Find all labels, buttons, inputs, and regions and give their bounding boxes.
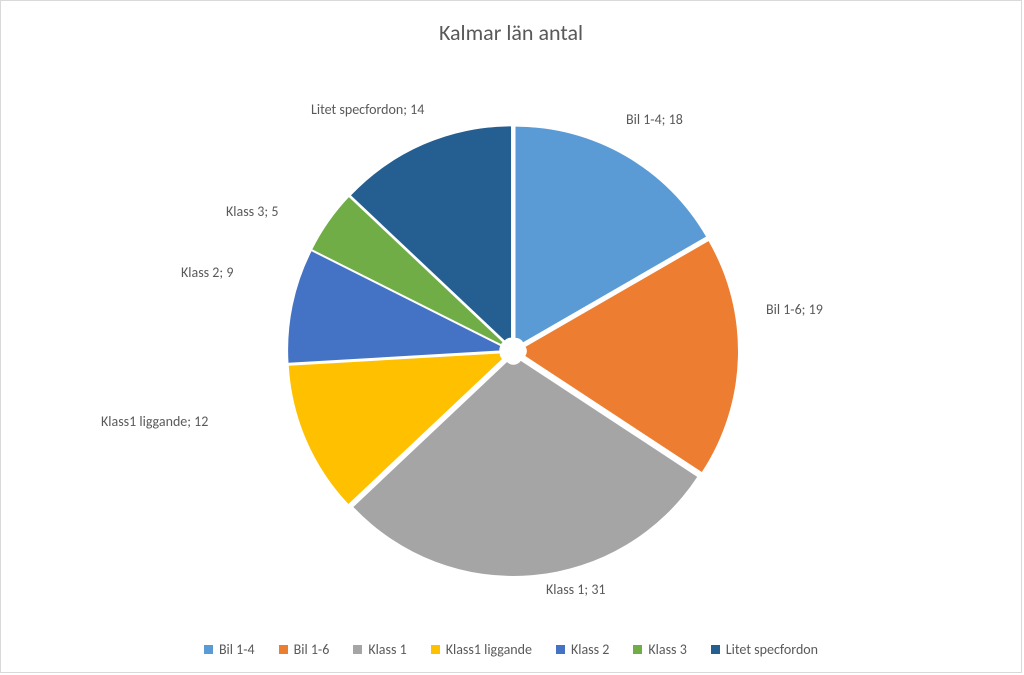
legend-label: Bil 1-6	[294, 641, 330, 658]
legend-item: Bil 1-6	[279, 641, 330, 658]
slice-label: Bil 1-4; 18	[626, 111, 683, 128]
legend-label: Klass 3	[648, 641, 686, 658]
legend-item: Klass 1	[353, 641, 406, 658]
pie-plot	[1, 1, 1023, 674]
legend-swatch	[279, 645, 288, 654]
legend-label: Klass1 liggande	[446, 641, 532, 658]
legend: Bil 1-4 Bil 1-6 Klass 1 Klass1 liggande Klas…	[1, 641, 1021, 658]
slice-label: Klass 2; 9	[181, 264, 233, 281]
legend-item: Klass 3	[633, 641, 686, 658]
legend-item: Klass 2	[556, 641, 609, 658]
legend-item: Bil 1-4	[204, 641, 255, 658]
legend-swatch	[353, 645, 362, 654]
legend-swatch	[633, 645, 642, 654]
slice-label: Klass 1; 31	[546, 581, 606, 598]
legend-swatch	[204, 645, 213, 654]
legend-swatch	[711, 645, 720, 654]
slice-label: Litet specfordon; 14	[311, 101, 424, 118]
legend-label: Litet specfordon	[726, 641, 818, 658]
legend-label: Klass 1	[368, 641, 406, 658]
legend-item: Litet specfordon	[711, 641, 818, 658]
legend-item: Klass1 liggande	[431, 641, 532, 658]
legend-label: Bil 1-4	[219, 641, 255, 658]
slice-label: Bil 1-6; 19	[766, 301, 823, 318]
chart-frame: Kalmar län antal Bil 1-4; 18Bil 1-6; 19K…	[0, 0, 1022, 673]
legend-label: Klass 2	[571, 641, 609, 658]
slice-label: Klass1 liggande; 12	[101, 413, 208, 430]
legend-swatch	[556, 645, 565, 654]
legend-swatch	[431, 645, 440, 654]
slice-label: Klass 3; 5	[226, 203, 278, 220]
